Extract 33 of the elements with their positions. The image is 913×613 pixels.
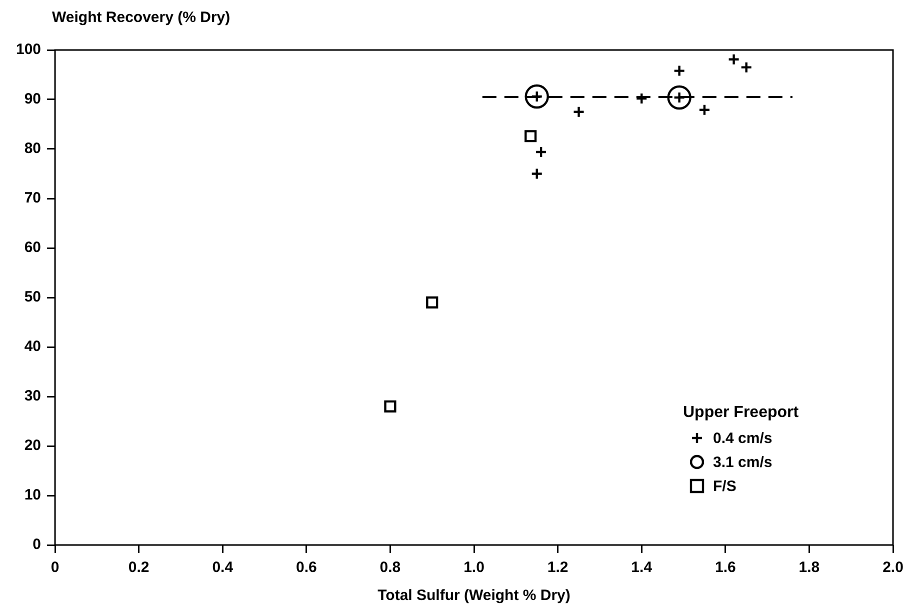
y-tick-label: 70 [24, 190, 42, 207]
y-tick-label: 100 [16, 41, 42, 58]
y-tick-label: 20 [24, 437, 42, 454]
x-tick-label: 1.2 [547, 559, 568, 576]
legend-label: F/S [713, 478, 736, 495]
x-axis-title: Total Sulfur (Weight % Dry) [378, 587, 570, 604]
x-tick-label: 1.4 [631, 559, 653, 576]
y-tick-label: 0 [32, 536, 42, 554]
legend-title: Upper Freeport [683, 404, 800, 421]
y-tick-label: 30 [24, 388, 42, 405]
x-tick-label: 1.6 [714, 559, 736, 576]
y-tick-label: 40 [24, 338, 42, 356]
legend-label: 0.4 cm/s [713, 430, 772, 447]
y-tick-label: 90 [24, 90, 42, 108]
x-tick-label: 1.8 [798, 559, 820, 576]
x-tick-label: 2.0 [882, 559, 904, 576]
x-tick-label: 0.4 [212, 559, 234, 576]
x-tick-label: 0.6 [296, 559, 317, 576]
point [667, 85, 692, 110]
legend-label: 3.1 cm/s [713, 454, 772, 471]
point [426, 296, 438, 308]
y-tick-label: 80 [24, 140, 42, 158]
point [384, 400, 396, 412]
x-tick-label: 0.2 [128, 559, 150, 576]
y-tick-label: 50 [24, 288, 42, 306]
x-tick-label: 1.0 [464, 559, 484, 576]
y-axis-title: Weight Recovery (% Dry) [52, 9, 230, 26]
x-tick-label: 0 [50, 559, 60, 576]
y-tick-label: 60 [24, 239, 42, 256]
point [524, 130, 537, 142]
x-tick-label: 0.8 [380, 559, 401, 576]
y-tick-label: 10 [24, 486, 42, 504]
point [524, 84, 549, 109]
